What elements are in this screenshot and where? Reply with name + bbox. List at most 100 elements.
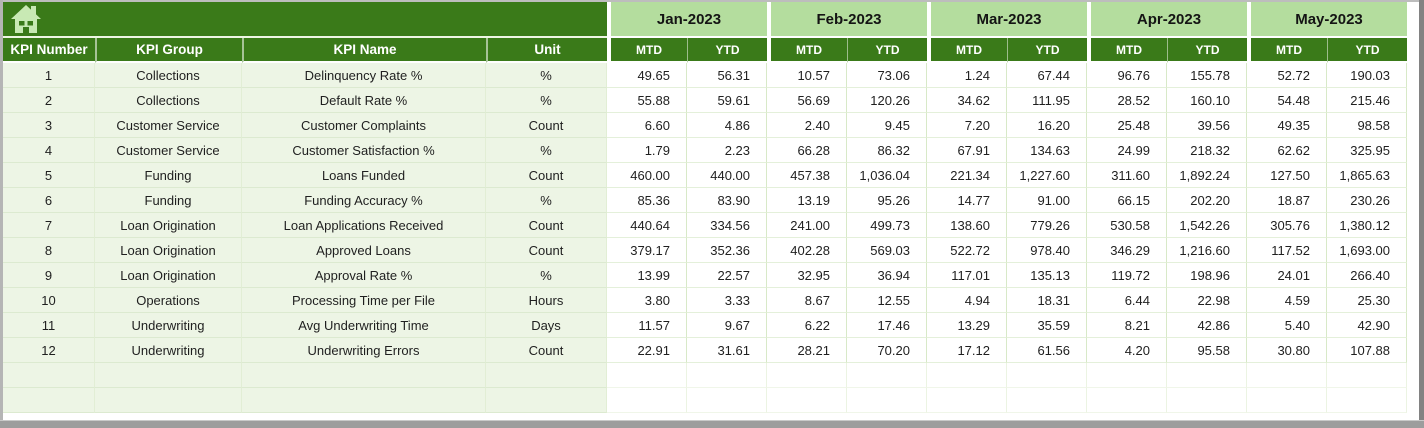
empty-label-cell[interactable]	[3, 363, 95, 388]
value-cell[interactable]: 56.31	[687, 63, 767, 88]
value-cell[interactable]: 107.88	[1327, 338, 1407, 363]
empty-value-cell[interactable]	[1247, 388, 1327, 413]
unit-cell[interactable]: %	[486, 88, 607, 113]
value-cell[interactable]: 56.69	[767, 88, 847, 113]
value-cell[interactable]: 70.20	[847, 338, 927, 363]
empty-value-cell[interactable]	[847, 363, 927, 388]
month-header[interactable]: Feb-2023	[767, 2, 927, 38]
kpi-name-cell[interactable]: Customer Complaints	[242, 113, 486, 138]
value-cell[interactable]: 2.23	[687, 138, 767, 163]
value-cell[interactable]: 55.88	[607, 88, 687, 113]
value-cell[interactable]: 17.12	[927, 338, 1007, 363]
value-cell[interactable]: 6.22	[767, 313, 847, 338]
value-cell[interactable]: 7.20	[927, 113, 1007, 138]
value-cell[interactable]: 36.94	[847, 263, 927, 288]
kpi-name-cell[interactable]: Customer Satisfaction %	[242, 138, 486, 163]
value-cell[interactable]: 352.36	[687, 238, 767, 263]
value-cell[interactable]: 28.52	[1087, 88, 1167, 113]
unit-cell[interactable]: Count	[486, 238, 607, 263]
value-cell[interactable]: 85.36	[607, 188, 687, 213]
value-cell[interactable]: 4.94	[927, 288, 1007, 313]
value-cell[interactable]: 9.67	[687, 313, 767, 338]
value-cell[interactable]: 202.20	[1167, 188, 1247, 213]
month-header[interactable]: Apr-2023	[1087, 2, 1247, 38]
value-cell[interactable]: 49.65	[607, 63, 687, 88]
value-cell[interactable]: 8.67	[767, 288, 847, 313]
empty-label-cell[interactable]	[95, 388, 242, 413]
value-cell[interactable]: 134.63	[1007, 138, 1087, 163]
unit-cell[interactable]: %	[486, 138, 607, 163]
value-cell[interactable]: 73.06	[847, 63, 927, 88]
value-cell[interactable]: 119.72	[1087, 263, 1167, 288]
value-cell[interactable]: 117.52	[1247, 238, 1327, 263]
empty-label-cell[interactable]	[242, 363, 486, 388]
value-cell[interactable]: 4.59	[1247, 288, 1327, 313]
value-cell[interactable]: 66.28	[767, 138, 847, 163]
value-cell[interactable]: 62.62	[1247, 138, 1327, 163]
mtd-header[interactable]: MTD	[927, 38, 1007, 63]
empty-value-cell[interactable]	[927, 363, 1007, 388]
value-cell[interactable]: 1,227.60	[1007, 163, 1087, 188]
value-cell[interactable]: 1,865.63	[1327, 163, 1407, 188]
value-cell[interactable]: 499.73	[847, 213, 927, 238]
empty-label-cell[interactable]	[486, 388, 607, 413]
mtd-header[interactable]: MTD	[1247, 38, 1327, 63]
value-cell[interactable]: 241.00	[767, 213, 847, 238]
kpi-group-cell[interactable]: Funding	[95, 188, 242, 213]
value-cell[interactable]: 59.61	[687, 88, 767, 113]
empty-value-cell[interactable]	[847, 388, 927, 413]
mtd-header[interactable]: MTD	[767, 38, 847, 63]
kpi-name-cell[interactable]: Processing Time per File	[242, 288, 486, 313]
value-cell[interactable]: 522.72	[927, 238, 1007, 263]
value-cell[interactable]: 22.98	[1167, 288, 1247, 313]
value-cell[interactable]: 24.99	[1087, 138, 1167, 163]
kpi-name-cell[interactable]: Loan Applications Received	[242, 213, 486, 238]
empty-value-cell[interactable]	[1167, 388, 1247, 413]
kpi-group-cell[interactable]: Customer Service	[95, 113, 242, 138]
value-cell[interactable]: 1,036.04	[847, 163, 927, 188]
value-cell[interactable]: 67.91	[927, 138, 1007, 163]
kpi-name-cell[interactable]: Loans Funded	[242, 163, 486, 188]
month-header[interactable]: Mar-2023	[927, 2, 1087, 38]
unit-cell[interactable]: Count	[486, 113, 607, 138]
value-cell[interactable]: 1,693.00	[1327, 238, 1407, 263]
mtd-header[interactable]: MTD	[1087, 38, 1167, 63]
value-cell[interactable]: 325.95	[1327, 138, 1407, 163]
kpi-number-cell[interactable]: 5	[3, 163, 95, 188]
empty-value-cell[interactable]	[1247, 363, 1327, 388]
empty-label-cell[interactable]	[3, 388, 95, 413]
ytd-header[interactable]: YTD	[1327, 38, 1407, 63]
value-cell[interactable]: 8.21	[1087, 313, 1167, 338]
kpi-number-cell[interactable]: 8	[3, 238, 95, 263]
kpi-number-cell[interactable]: 4	[3, 138, 95, 163]
value-cell[interactable]: 1,380.12	[1327, 213, 1407, 238]
value-cell[interactable]: 22.57	[687, 263, 767, 288]
kpi-number-cell[interactable]: 12	[3, 338, 95, 363]
kpi-group-cell[interactable]: Funding	[95, 163, 242, 188]
value-cell[interactable]: 230.26	[1327, 188, 1407, 213]
value-cell[interactable]: 311.60	[1087, 163, 1167, 188]
empty-value-cell[interactable]	[767, 388, 847, 413]
kpi-group-cell[interactable]: Loan Origination	[95, 263, 242, 288]
ytd-header[interactable]: YTD	[687, 38, 767, 63]
kpi-number-cell[interactable]: 7	[3, 213, 95, 238]
value-cell[interactable]: 221.34	[927, 163, 1007, 188]
empty-value-cell[interactable]	[1007, 363, 1087, 388]
value-cell[interactable]: 11.57	[607, 313, 687, 338]
kpi-group-cell[interactable]: Underwriting	[95, 338, 242, 363]
value-cell[interactable]: 86.32	[847, 138, 927, 163]
value-cell[interactable]: 95.58	[1167, 338, 1247, 363]
value-cell[interactable]: 52.72	[1247, 63, 1327, 88]
empty-value-cell[interactable]	[687, 363, 767, 388]
value-cell[interactable]: 1.79	[607, 138, 687, 163]
value-cell[interactable]: 440.64	[607, 213, 687, 238]
column-header[interactable]: KPI Group	[95, 38, 242, 63]
kpi-name-cell[interactable]: Underwriting Errors	[242, 338, 486, 363]
value-cell[interactable]: 138.60	[927, 213, 1007, 238]
unit-cell[interactable]: Count	[486, 338, 607, 363]
value-cell[interactable]: 135.13	[1007, 263, 1087, 288]
value-cell[interactable]: 17.46	[847, 313, 927, 338]
value-cell[interactable]: 9.45	[847, 113, 927, 138]
kpi-group-cell[interactable]: Customer Service	[95, 138, 242, 163]
empty-value-cell[interactable]	[607, 388, 687, 413]
